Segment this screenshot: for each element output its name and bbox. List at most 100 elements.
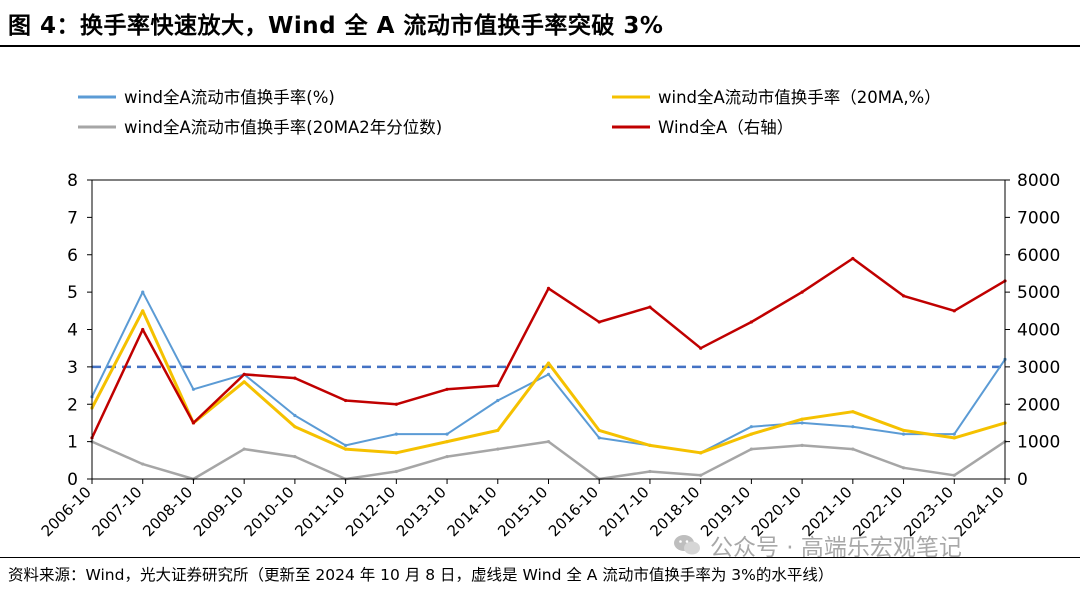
series-point-3 bbox=[242, 372, 246, 376]
series-point-0 bbox=[191, 387, 196, 391]
series-point-3 bbox=[546, 286, 551, 290]
series-point-1 bbox=[141, 309, 145, 313]
plot-area bbox=[90, 256, 1007, 481]
x-tick-label: 2015-10 bbox=[494, 483, 551, 540]
right-tick-label: 0 bbox=[1017, 470, 1028, 490]
series-point-2 bbox=[242, 447, 246, 451]
series-point-3 bbox=[749, 320, 753, 324]
x-tick-label: 2010-10 bbox=[241, 483, 298, 540]
left-tick-label: 5 bbox=[67, 283, 78, 303]
x-tick-label: 2007-10 bbox=[88, 483, 145, 540]
series-point-1 bbox=[344, 447, 348, 451]
x-tick-label: 2013-10 bbox=[393, 483, 450, 540]
x-tick-label: 2017-10 bbox=[596, 483, 653, 540]
series-point-2 bbox=[648, 469, 652, 474]
legend-label: wind全A流动市值换手率(20MA2年分位数) bbox=[124, 118, 442, 137]
page-title: 图 4：换手率快速放大，Wind 全 A 流动市值换手率突破 3% bbox=[8, 13, 664, 39]
series-point-2 bbox=[800, 443, 804, 447]
series-point-3 bbox=[952, 309, 956, 313]
series-point-3 bbox=[293, 376, 297, 380]
series-point-3 bbox=[141, 327, 145, 332]
right-tick-label: 4000 bbox=[1017, 321, 1060, 341]
series-point-1 bbox=[749, 432, 753, 436]
left-tick-label: 4 bbox=[67, 321, 78, 341]
watermark: 公众号 · 高端乐宏观笔记 bbox=[672, 528, 962, 562]
wechat-icon bbox=[674, 535, 700, 555]
series-point-3 bbox=[901, 294, 906, 298]
series-point-2 bbox=[901, 466, 906, 470]
series-point-0 bbox=[445, 432, 449, 436]
series-point-1 bbox=[242, 380, 246, 384]
series-point-1 bbox=[648, 443, 652, 447]
x-tick-label: 2012-10 bbox=[342, 483, 399, 540]
right-tick-label: 5000 bbox=[1017, 283, 1060, 303]
source-note: 资料来源：Wind，光大证券研究所（更新至 2024 年 10 月 8 日，虚线… bbox=[8, 566, 834, 584]
series-point-0 bbox=[496, 398, 500, 403]
right-tick-label: 2000 bbox=[1017, 395, 1060, 415]
watermark-text: 公众号 · 高端乐宏观笔记 bbox=[710, 535, 962, 561]
series-point-3 bbox=[191, 421, 196, 425]
left-tick-label: 0 bbox=[67, 470, 78, 490]
series-line-0 bbox=[91, 291, 1006, 454]
series-point-1 bbox=[546, 361, 551, 365]
series-point-0 bbox=[749, 425, 753, 429]
series-point-3 bbox=[394, 402, 398, 406]
chart-axes: 0 1 2 3 4 5 6 7 8 0 1000 2000 3000 4000 5000 6000 7000 80… bbox=[38, 171, 1060, 540]
left-tick-label: 1 bbox=[67, 433, 78, 453]
x-tick-label: 2014-10 bbox=[444, 483, 501, 540]
series-point-1 bbox=[293, 425, 297, 429]
series-point-3 bbox=[496, 383, 500, 388]
right-tick-label: 1000 bbox=[1017, 433, 1060, 453]
series-point-2 bbox=[749, 447, 753, 451]
series-point-1 bbox=[952, 436, 956, 440]
x-tick-label: 2016-10 bbox=[545, 483, 602, 540]
legend-label: wind全A流动市值换手率（20MA,%） bbox=[658, 88, 941, 107]
series-point-2 bbox=[851, 447, 855, 451]
right-tick-label: 6000 bbox=[1017, 246, 1060, 266]
x-tick-label: 2006-10 bbox=[38, 483, 95, 540]
series-point-1 bbox=[699, 451, 703, 455]
series-point-1 bbox=[851, 410, 855, 414]
series-point-1 bbox=[901, 428, 906, 433]
series-point-2 bbox=[546, 440, 551, 444]
series-point-1 bbox=[445, 440, 449, 444]
series-point-2 bbox=[699, 473, 703, 477]
left-tick-label: 3 bbox=[67, 358, 78, 378]
series-point-0 bbox=[800, 421, 804, 425]
series-point-0 bbox=[851, 425, 855, 429]
series-point-0 bbox=[293, 413, 297, 418]
chart-legend: wind全A流动市值换手率(%) wind全A流动市值换手率（20MA,%） win… bbox=[78, 88, 941, 137]
series-point-3 bbox=[800, 290, 804, 294]
series-point-3 bbox=[648, 305, 652, 309]
series-point-0 bbox=[344, 443, 348, 447]
series-point-3 bbox=[851, 256, 855, 261]
series-point-1 bbox=[597, 428, 601, 433]
series-line-1 bbox=[90, 309, 1006, 455]
series-point-3 bbox=[597, 320, 601, 324]
series-point-1 bbox=[394, 451, 398, 455]
source-divider bbox=[0, 557, 1080, 558]
legend-label: wind全A流动市值换手率(%) bbox=[124, 88, 335, 107]
series-point-0 bbox=[597, 436, 601, 440]
series-point-2 bbox=[496, 447, 500, 451]
series-point-3 bbox=[344, 398, 348, 403]
series-point-3 bbox=[445, 387, 449, 391]
series-point-2 bbox=[141, 462, 145, 466]
series-point-3 bbox=[699, 346, 703, 350]
left-tick-label: 7 bbox=[67, 208, 78, 228]
series-point-0 bbox=[546, 372, 551, 376]
series-point-1 bbox=[800, 417, 804, 421]
left-tick-label: 8 bbox=[67, 171, 78, 191]
series-line-3 bbox=[90, 257, 1006, 439]
right-tick-label: 7000 bbox=[1017, 208, 1060, 228]
series-point-2 bbox=[293, 454, 297, 459]
right-tick-label: 3000 bbox=[1017, 358, 1060, 378]
series-point-2 bbox=[445, 454, 449, 459]
series-line-2 bbox=[91, 440, 1006, 481]
plot-frame bbox=[91, 179, 1006, 480]
x-tick-label: 2011-10 bbox=[291, 483, 348, 540]
turnover-chart: wind全A流动市值换手率(%) wind全A流动市值换手率（20MA,%） win… bbox=[38, 88, 1060, 540]
x-tick-label: 2008-10 bbox=[139, 483, 196, 540]
series-point-0 bbox=[901, 432, 906, 436]
series-point-2 bbox=[952, 473, 956, 477]
